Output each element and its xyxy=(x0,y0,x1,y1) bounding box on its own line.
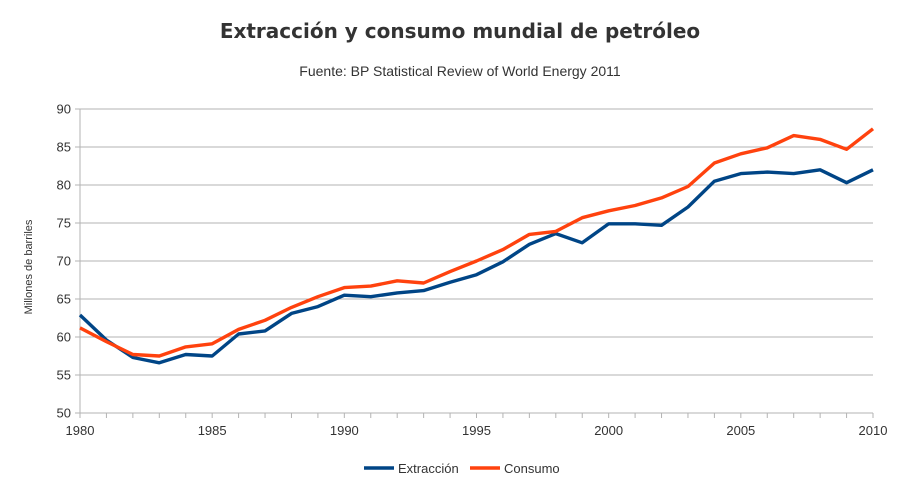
x-tick-label: 2005 xyxy=(726,423,755,438)
data-point-extraccion xyxy=(686,205,689,208)
y-tick-label: 70 xyxy=(57,254,71,269)
data-point-extraccion xyxy=(78,313,81,316)
y-axis-label: Millones de barriles xyxy=(23,219,35,314)
data-point-consumo xyxy=(237,328,240,331)
data-point-consumo xyxy=(105,340,108,343)
data-point-consumo xyxy=(501,248,504,251)
axes xyxy=(75,108,874,418)
data-point-extraccion xyxy=(449,281,452,284)
data-point-consumo xyxy=(263,319,266,322)
data-point-extraccion xyxy=(316,305,319,308)
x-tick-label: 1980 xyxy=(66,423,95,438)
y-tick-label: 55 xyxy=(57,368,71,383)
y-tick-label: 80 xyxy=(57,178,71,193)
data-point-extraccion xyxy=(237,332,240,335)
data-point-consumo xyxy=(184,345,187,348)
legend-label-extraccion: Extracción xyxy=(398,461,459,476)
data-point-extraccion xyxy=(211,354,214,357)
data-point-extraccion xyxy=(528,243,531,246)
data-point-consumo xyxy=(422,281,425,284)
data-point-extraccion xyxy=(501,260,504,263)
data-point-consumo xyxy=(792,134,795,137)
data-point-extraccion xyxy=(713,180,716,183)
data-point-consumo xyxy=(290,306,293,309)
data-point-extraccion xyxy=(263,329,266,332)
data-point-extraccion xyxy=(819,168,822,171)
data-point-consumo xyxy=(581,216,584,219)
data-point-extraccion xyxy=(422,289,425,292)
data-point-extraccion xyxy=(634,222,637,225)
data-point-extraccion xyxy=(131,356,134,359)
data-point-extraccion xyxy=(475,273,478,276)
x-tick-label: 1990 xyxy=(330,423,359,438)
data-point-extraccion xyxy=(792,172,795,175)
series-line-extraccion xyxy=(78,168,874,365)
legend-label-consumo: Consumo xyxy=(504,461,560,476)
data-series xyxy=(78,127,875,365)
y-tick-label: 65 xyxy=(57,292,71,307)
y-tick-label: 50 xyxy=(57,406,71,421)
data-point-consumo xyxy=(713,161,716,164)
tick-labels: 50 55 60 65 70 75 80 85 90 1980 1985 1990 1995 2000 20… xyxy=(57,102,888,439)
data-point-consumo xyxy=(554,230,557,233)
data-point-consumo xyxy=(343,286,346,289)
data-point-consumo xyxy=(158,354,161,357)
data-point-consumo xyxy=(819,138,822,141)
data-point-extraccion xyxy=(739,172,742,175)
x-tick-label: 1995 xyxy=(462,423,491,438)
x-tick-label: 2000 xyxy=(594,423,623,438)
data-point-consumo xyxy=(660,196,663,199)
chart-subtitle: Fuente: BP Statistical Review of World E… xyxy=(299,63,621,79)
data-point-extraccion xyxy=(766,171,769,174)
y-tick-label: 75 xyxy=(57,216,71,231)
y-tick-label: 90 xyxy=(57,102,71,117)
data-point-extraccion xyxy=(871,168,874,171)
series-line-consumo xyxy=(79,127,875,358)
data-point-consumo xyxy=(369,285,372,288)
data-point-extraccion xyxy=(369,295,372,298)
data-point-consumo xyxy=(211,342,214,345)
data-point-consumo xyxy=(528,233,531,236)
data-point-consumo xyxy=(316,295,319,298)
data-point-consumo xyxy=(131,353,134,356)
data-point-consumo xyxy=(475,259,478,262)
data-point-consumo xyxy=(607,209,610,212)
data-point-consumo xyxy=(449,270,452,273)
data-point-extraccion xyxy=(581,241,584,244)
data-point-consumo xyxy=(396,279,399,282)
legend: Extracción Consumo xyxy=(364,461,560,476)
chart-title: Extracción y consumo mundial de petróleo xyxy=(220,19,700,43)
data-point-consumo xyxy=(845,148,848,151)
x-tick-label: 2010 xyxy=(859,423,888,438)
data-point-consumo xyxy=(686,185,689,188)
data-point-consumo xyxy=(634,204,637,207)
data-point-extraccion xyxy=(290,312,293,315)
x-tick-label: 1985 xyxy=(198,423,227,438)
data-point-consumo xyxy=(766,146,769,149)
data-point-extraccion xyxy=(396,291,399,294)
data-point-consumo xyxy=(871,127,874,130)
data-point-extraccion xyxy=(184,353,187,356)
data-point-consumo xyxy=(739,152,742,155)
data-point-extraccion xyxy=(343,294,346,297)
data-point-extraccion xyxy=(845,181,848,184)
data-point-consumo xyxy=(78,326,81,329)
data-point-extraccion xyxy=(607,222,610,225)
y-tick-label: 85 xyxy=(57,140,71,155)
data-point-extraccion xyxy=(158,361,161,364)
y-tick-label: 60 xyxy=(57,330,71,345)
data-point-extraccion xyxy=(660,224,663,227)
